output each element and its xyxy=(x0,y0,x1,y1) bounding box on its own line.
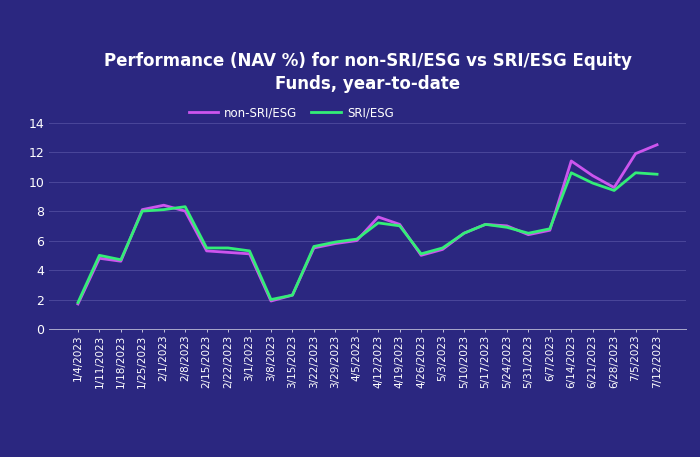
Line: SRI/ESG: SRI/ESG xyxy=(78,173,657,303)
Legend: non-SRI/ESG, SRI/ESG: non-SRI/ESG, SRI/ESG xyxy=(184,102,398,124)
non-SRI/ESG xyxy=(74,301,82,307)
SRI/ESG xyxy=(245,248,253,254)
non-SRI/ESG xyxy=(503,223,511,228)
non-SRI/ESG xyxy=(181,208,190,214)
Title: Performance (NAV %) for non-SRI/ESG vs SRI/ESG Equity
Funds, year-to-date: Performance (NAV %) for non-SRI/ESG vs S… xyxy=(104,52,631,93)
non-SRI/ESG xyxy=(288,292,297,298)
SRI/ESG xyxy=(224,245,232,251)
SRI/ESG xyxy=(567,170,575,175)
non-SRI/ESG xyxy=(460,230,468,236)
SRI/ESG xyxy=(181,204,190,209)
non-SRI/ESG xyxy=(438,247,447,252)
SRI/ESG xyxy=(160,207,168,213)
Line: non-SRI/ESG: non-SRI/ESG xyxy=(78,145,657,304)
SRI/ESG xyxy=(482,222,490,227)
SRI/ESG xyxy=(202,245,211,251)
SRI/ESG xyxy=(610,188,618,193)
non-SRI/ESG xyxy=(138,207,146,213)
non-SRI/ESG xyxy=(653,142,662,148)
non-SRI/ESG xyxy=(267,298,275,304)
SRI/ESG xyxy=(117,257,125,262)
SRI/ESG xyxy=(631,170,640,175)
non-SRI/ESG xyxy=(395,222,404,227)
non-SRI/ESG xyxy=(117,259,125,264)
SRI/ESG xyxy=(589,181,597,186)
non-SRI/ESG xyxy=(309,245,318,251)
SRI/ESG xyxy=(545,226,554,232)
SRI/ESG xyxy=(653,171,662,177)
SRI/ESG xyxy=(267,297,275,302)
SRI/ESG xyxy=(524,230,533,236)
SRI/ESG xyxy=(417,251,426,256)
SRI/ESG xyxy=(309,244,318,249)
non-SRI/ESG xyxy=(610,185,618,190)
SRI/ESG xyxy=(138,208,146,214)
SRI/ESG xyxy=(395,223,404,228)
SRI/ESG xyxy=(374,220,382,226)
non-SRI/ESG xyxy=(567,158,575,164)
SRI/ESG xyxy=(460,230,468,236)
SRI/ESG xyxy=(331,239,340,245)
non-SRI/ESG xyxy=(417,253,426,258)
non-SRI/ESG xyxy=(245,251,253,256)
SRI/ESG xyxy=(74,300,82,305)
non-SRI/ESG xyxy=(482,222,490,227)
SRI/ESG xyxy=(503,224,511,230)
non-SRI/ESG xyxy=(353,238,361,243)
non-SRI/ESG xyxy=(545,228,554,233)
non-SRI/ESG xyxy=(524,232,533,238)
non-SRI/ESG xyxy=(331,241,340,246)
non-SRI/ESG xyxy=(160,202,168,208)
SRI/ESG xyxy=(95,253,104,258)
non-SRI/ESG xyxy=(589,173,597,179)
non-SRI/ESG xyxy=(631,151,640,156)
non-SRI/ESG xyxy=(224,250,232,255)
SRI/ESG xyxy=(353,236,361,242)
non-SRI/ESG xyxy=(95,255,104,261)
non-SRI/ESG xyxy=(374,214,382,220)
SRI/ESG xyxy=(438,245,447,251)
SRI/ESG xyxy=(288,292,297,298)
non-SRI/ESG xyxy=(202,248,211,254)
